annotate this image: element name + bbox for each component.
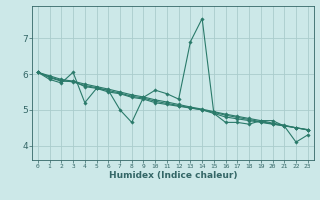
X-axis label: Humidex (Indice chaleur): Humidex (Indice chaleur) (108, 171, 237, 180)
